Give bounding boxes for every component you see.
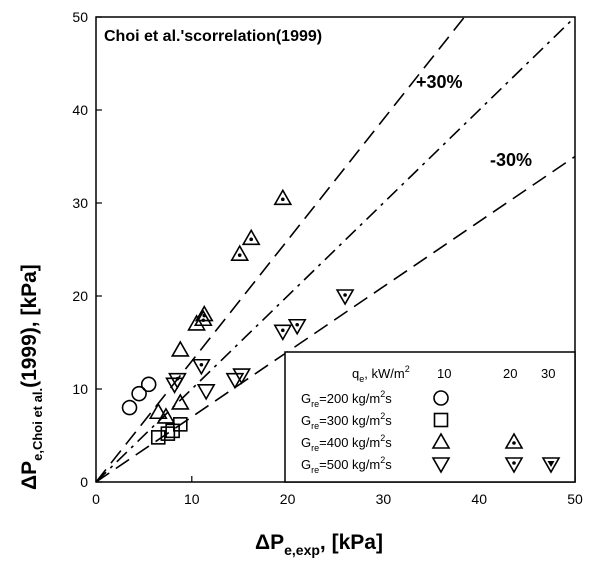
triangle-up-point bbox=[194, 304, 214, 322]
triangle-down-point bbox=[232, 368, 251, 385]
minus-30-label: -30% bbox=[490, 150, 532, 170]
legend-header-sup: 2 bbox=[405, 364, 410, 374]
triangle-down-point bbox=[165, 377, 184, 394]
x-tick-label: 30 bbox=[376, 491, 392, 507]
square-point bbox=[160, 426, 176, 441]
y-axis-title-main: ΔP bbox=[18, 461, 41, 490]
triangle-up-point bbox=[156, 407, 176, 424]
x-tick-label: 0 bbox=[92, 491, 100, 507]
parity-line bbox=[96, 17, 575, 482]
plus-30-line bbox=[96, 17, 466, 482]
legend-col-20: 20 bbox=[503, 366, 517, 381]
triangle-up-point bbox=[148, 402, 168, 420]
data-points bbox=[121, 188, 355, 445]
y-tick-label: 40 bbox=[72, 102, 88, 118]
y-tick-label: 50 bbox=[72, 9, 88, 25]
triangle-down-point bbox=[273, 324, 293, 341]
minus-30-line bbox=[96, 155, 575, 482]
x-axis-title-tail: , [kPa] bbox=[320, 531, 383, 554]
legend-label: Gre=400 kg/m2s bbox=[301, 433, 392, 453]
triangle-up-point bbox=[170, 393, 190, 410]
triangle-down-point bbox=[192, 358, 211, 376]
y-tick-label: 20 bbox=[72, 288, 88, 304]
legend-label: Gre=500 kg/m2s bbox=[301, 455, 392, 475]
triangle-up-point bbox=[230, 244, 250, 261]
legend-header-suffix: , kW/m bbox=[364, 366, 404, 381]
legend-square-marker bbox=[433, 412, 449, 428]
square-point bbox=[173, 417, 188, 432]
legend-triangle-down-marker bbox=[431, 457, 451, 474]
triangle-up-point bbox=[170, 340, 190, 357]
legend-triangle-down-marker bbox=[541, 457, 561, 474]
y-axis-title-tail: (1999), [kPa] bbox=[18, 264, 41, 388]
plus-30-label: +30% bbox=[416, 72, 463, 92]
legend: qe, kW/m2 10 20 30 Gre=200 kg/m2sGre=300… bbox=[284, 351, 576, 483]
x-tick-label: 50 bbox=[567, 491, 583, 507]
triangle-down-point bbox=[335, 289, 355, 306]
legend-triangle-down-marker bbox=[504, 457, 524, 474]
y-axis-title-sub: e,Choi et al. bbox=[30, 388, 45, 461]
reference-lines bbox=[96, 17, 575, 482]
x-tick-label: 40 bbox=[471, 491, 487, 507]
y-axis-title: ΔPe,Choi et al.(1999), [kPa] bbox=[18, 264, 45, 490]
triangle-up-point bbox=[241, 228, 261, 246]
x-axis-title-sub: e,exp bbox=[284, 542, 320, 558]
x-tick-label: 10 bbox=[184, 491, 200, 507]
x-tick-label: 20 bbox=[280, 491, 296, 507]
x-axis-title: ΔPe,exp, [kPa] bbox=[255, 531, 383, 558]
legend-label: Gre=300 kg/m2s bbox=[301, 411, 392, 431]
triangle-down-point bbox=[168, 372, 187, 390]
x-axis-title-main: ΔP bbox=[255, 531, 284, 554]
legend-triangle-up-marker bbox=[504, 432, 524, 449]
triangle-down-point bbox=[225, 372, 245, 390]
legend-triangle-up-marker bbox=[431, 432, 451, 449]
legend-header-sub: e bbox=[359, 374, 364, 384]
y-tick-label: 10 bbox=[72, 381, 88, 397]
triangle-up-point bbox=[273, 188, 293, 206]
y-tick-label: 30 bbox=[72, 195, 88, 211]
legend-header-prefix: q bbox=[352, 366, 359, 381]
legend-col-30: 30 bbox=[541, 366, 555, 381]
legend-header: qe, kW/m2 bbox=[352, 364, 410, 384]
circle-point bbox=[140, 376, 157, 393]
y-tick-label: 0 bbox=[80, 474, 88, 490]
triangle-up-point bbox=[187, 314, 206, 331]
square-point bbox=[150, 430, 166, 445]
legend-label: Gre=200 kg/m2s bbox=[301, 389, 392, 409]
chart-title: Choi et al.'scorrelation(1999) bbox=[104, 28, 322, 45]
legend-box bbox=[284, 351, 576, 483]
circle-point bbox=[131, 385, 147, 402]
axes: 0 10 20 30 40 50 0 10 20 30 40 50 bbox=[72, 9, 583, 507]
triangle-down-point bbox=[287, 318, 307, 336]
legend-circle-marker bbox=[433, 390, 449, 406]
triangle-down-point bbox=[196, 384, 216, 401]
circle-point bbox=[121, 399, 138, 416]
legend-col-10: 10 bbox=[437, 366, 451, 381]
